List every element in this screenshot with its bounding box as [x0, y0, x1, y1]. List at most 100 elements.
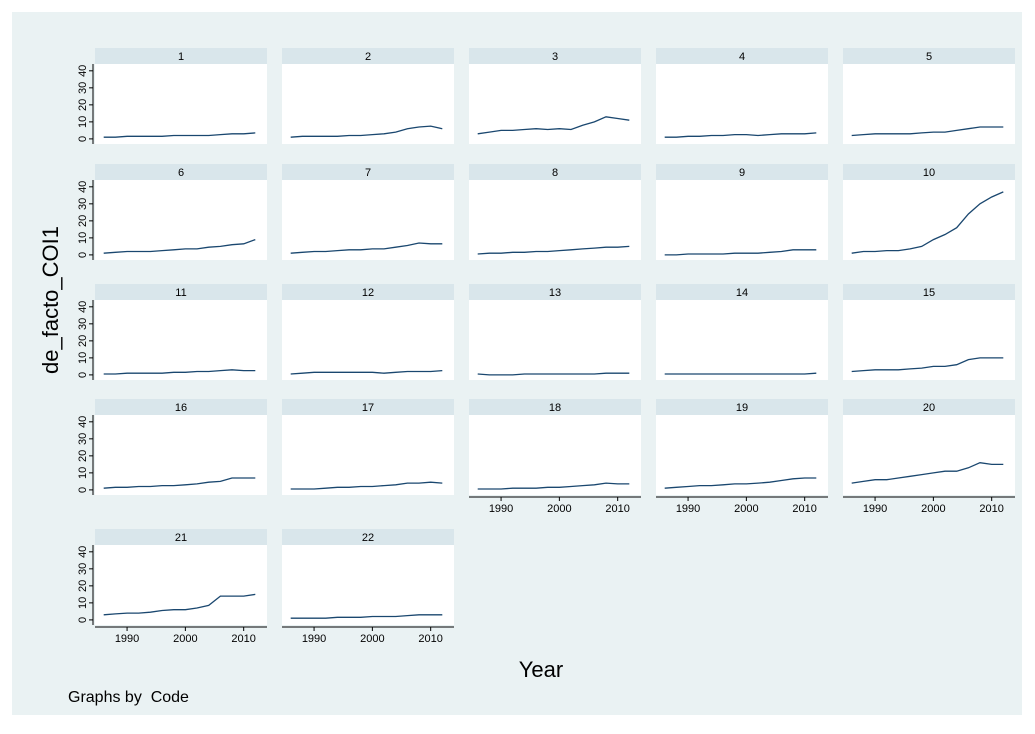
x-tick-label: 2010 — [418, 633, 442, 645]
y-tick-label: 10 — [77, 232, 89, 244]
x-tick-label: 1990 — [115, 633, 139, 645]
panel-title: 10 — [923, 167, 935, 179]
plot-area — [843, 415, 1015, 495]
x-tick-label: 2010 — [792, 503, 816, 515]
panel-title: 4 — [739, 51, 745, 63]
series-line — [103, 132, 256, 138]
x-tick-label: 2010 — [979, 503, 1003, 515]
y-tick-label: 30 — [77, 433, 89, 445]
panel-strip — [95, 284, 267, 300]
panel-strip — [656, 284, 828, 300]
panel-title: 2 — [365, 51, 371, 63]
plot-area — [282, 300, 454, 380]
plot-area — [469, 300, 641, 380]
plot-area — [843, 64, 1015, 144]
panel-title: 22 — [362, 532, 374, 544]
y-tick-label: 40 — [77, 546, 89, 558]
y-tick-label: 30 — [77, 82, 89, 94]
plot-area — [282, 180, 454, 260]
plot-area — [282, 545, 454, 625]
panel-strip — [469, 48, 641, 64]
x-tick-label: 2010 — [605, 503, 629, 515]
series-line — [851, 357, 1004, 373]
y-tick-label: 40 — [77, 65, 89, 77]
x-tick-label: 2000 — [360, 633, 384, 645]
y-tick-label: 10 — [77, 352, 89, 364]
panel-title: 20 — [923, 402, 935, 414]
panel-title: 21 — [175, 532, 187, 544]
plot-area — [469, 415, 641, 495]
y-tick-label: 10 — [77, 467, 89, 479]
y-tick-label: 20 — [77, 215, 89, 227]
panel-strip — [282, 399, 454, 415]
panel-title: 12 — [362, 287, 374, 299]
series-line — [851, 191, 1004, 254]
series-line — [290, 614, 443, 619]
panel-title: 1 — [178, 51, 184, 63]
plot-area — [656, 180, 828, 260]
plot-area — [469, 180, 641, 260]
panel-strip — [282, 48, 454, 64]
panel-strip — [656, 399, 828, 415]
plot-area — [95, 300, 267, 380]
panel-strip — [656, 164, 828, 180]
panel-title: 13 — [549, 287, 561, 299]
y-tick-label: 0 — [77, 136, 89, 142]
series-line — [851, 126, 1004, 137]
series-line — [664, 132, 817, 138]
panel-title: 18 — [549, 402, 561, 414]
panel-strip — [469, 284, 641, 300]
panel-title: 9 — [739, 167, 745, 179]
panel-title: 19 — [736, 402, 748, 414]
panel-title: 6 — [178, 167, 184, 179]
panel-title: 5 — [926, 51, 932, 63]
y-tick-label: 30 — [77, 198, 89, 210]
y-tick-label: 20 — [77, 99, 89, 111]
y-tick-label: 40 — [77, 181, 89, 193]
y-tick-label: 0 — [77, 372, 89, 378]
y-axis-title: de_facto_COI1 — [38, 226, 63, 374]
y-tick-label: 20 — [77, 335, 89, 347]
y-tick-label: 10 — [77, 597, 89, 609]
series-line — [103, 369, 256, 375]
panel-title: 11 — [175, 287, 186, 299]
series-line — [477, 116, 630, 135]
x-axis-title: Year — [519, 657, 563, 682]
y-tick-label: 30 — [77, 318, 89, 330]
y-tick-label: 20 — [77, 580, 89, 592]
panel-strip — [469, 164, 641, 180]
panel-strip — [282, 164, 454, 180]
series-line — [477, 245, 630, 255]
panel-strip — [843, 284, 1015, 300]
panel-strip — [95, 48, 267, 64]
panel-title: 16 — [175, 402, 187, 414]
y-tick-label: 40 — [77, 416, 89, 428]
series-line — [290, 481, 443, 490]
panel-strip — [282, 284, 454, 300]
x-tick-label: 1990 — [863, 503, 887, 515]
panel-title: 7 — [365, 167, 371, 179]
series-line — [290, 369, 443, 375]
series-line — [664, 372, 817, 375]
panel-strip — [656, 48, 828, 64]
panel-strip — [95, 164, 267, 180]
panel-strip — [843, 164, 1015, 180]
plot-area — [843, 300, 1015, 380]
x-tick-label: 2000 — [921, 503, 945, 515]
panel-strip — [843, 48, 1015, 64]
x-tick-label: 2000 — [173, 633, 197, 645]
plot-area — [656, 300, 828, 380]
series-line — [477, 372, 630, 376]
y-tick-label: 10 — [77, 116, 89, 128]
plot-area — [282, 415, 454, 495]
y-tick-label: 30 — [77, 563, 89, 575]
plot-area — [95, 415, 267, 495]
plot-area — [95, 545, 267, 625]
x-tick-label: 1990 — [302, 633, 326, 645]
series-line — [103, 593, 256, 616]
x-tick-label: 2010 — [231, 633, 255, 645]
series-line — [664, 249, 817, 256]
plot-area — [469, 64, 641, 144]
y-tick-label: 0 — [77, 252, 89, 258]
panel-strip — [282, 529, 454, 545]
